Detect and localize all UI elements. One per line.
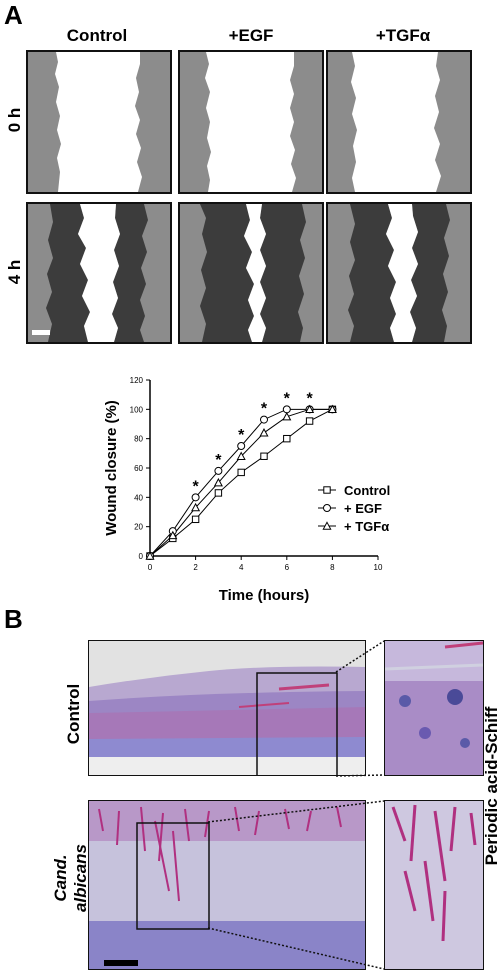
x-tick-label: 2 xyxy=(193,563,198,572)
data-point-triangle xyxy=(213,477,223,487)
data-point-triangle xyxy=(305,404,315,414)
data-point-triangle xyxy=(327,404,337,414)
data-point-square xyxy=(260,452,268,460)
significance-star: * xyxy=(238,427,245,444)
y-tick-label: 40 xyxy=(134,493,143,502)
significance-star: * xyxy=(215,452,222,469)
stain-label: Periodic acid-Schiff xyxy=(482,706,498,866)
scratch-image-control-4h xyxy=(26,202,172,344)
histology-candida-zoom xyxy=(384,800,484,970)
data-point-triangle xyxy=(282,411,292,421)
histology-control xyxy=(88,640,366,776)
legend-marker-triangle xyxy=(322,521,332,530)
column-label-control: Control xyxy=(66,26,128,45)
x-tick-label: 0 xyxy=(148,563,153,572)
column-label-egf: +EGF xyxy=(228,26,274,45)
x-tick-label: 8 xyxy=(330,563,335,572)
x-tick-label: 4 xyxy=(239,563,244,572)
column-label-tgfa: +TGFα xyxy=(375,26,431,45)
data-point-square xyxy=(191,515,200,524)
y-tick-label: 60 xyxy=(134,464,143,473)
y-axis-label: Wound closure (%) xyxy=(103,400,120,536)
scratch-image-egf-4h xyxy=(178,202,324,344)
panel-letter-b: B xyxy=(4,604,23,634)
scratch-image-tgfa-4h xyxy=(326,202,472,344)
x-tick-label: 10 xyxy=(374,563,383,572)
data-point-square xyxy=(305,417,314,425)
data-point-triangle xyxy=(191,502,201,512)
panel-letter-a: A xyxy=(4,0,23,30)
legend-entry: + EGF xyxy=(344,501,382,516)
data-point-triangle xyxy=(236,451,246,460)
data-point-circle xyxy=(191,493,200,502)
scratch-image-control-0h xyxy=(26,50,172,194)
significance-star: * xyxy=(192,478,199,495)
significance-star: * xyxy=(306,390,313,407)
y-tick-label: 120 xyxy=(130,376,144,385)
y-tick-label: 100 xyxy=(130,405,144,414)
data-point-circle xyxy=(260,415,268,424)
legend-entry: Control xyxy=(344,483,390,498)
data-point-square xyxy=(214,489,223,497)
data-point-circle xyxy=(237,442,246,450)
significance-star: * xyxy=(261,401,268,418)
histology-control-zoom xyxy=(384,640,484,776)
y-tick-label: 20 xyxy=(134,523,143,532)
scratch-image-egf-0h xyxy=(178,50,324,194)
data-point-square xyxy=(283,434,291,443)
scratch-image-tgfa-0h xyxy=(326,50,472,194)
legend-marker-square xyxy=(323,486,331,494)
x-tick-label: 6 xyxy=(285,563,290,572)
y-tick-label: 80 xyxy=(134,435,143,444)
scale-bar-b xyxy=(104,960,138,966)
scale-bar-a xyxy=(32,330,50,335)
data-point-circle xyxy=(214,466,223,475)
legend-entry: + TGFα xyxy=(344,519,389,534)
data-point-triangle xyxy=(145,551,155,560)
significance-star: * xyxy=(284,390,291,407)
legend-marker-circle xyxy=(323,504,331,512)
data-point-triangle xyxy=(259,428,269,437)
wound-closure-chart: 0 20 40 60 80 100 120 0 2 4 6 8 10 Time (hours) Wound … xyxy=(103,376,390,604)
data-point-square xyxy=(237,468,245,477)
x-axis-label: Time (hours) xyxy=(219,587,310,604)
data-point-triangle xyxy=(168,530,178,540)
histology-candida xyxy=(88,800,366,970)
y-tick-label: 0 xyxy=(139,552,144,561)
